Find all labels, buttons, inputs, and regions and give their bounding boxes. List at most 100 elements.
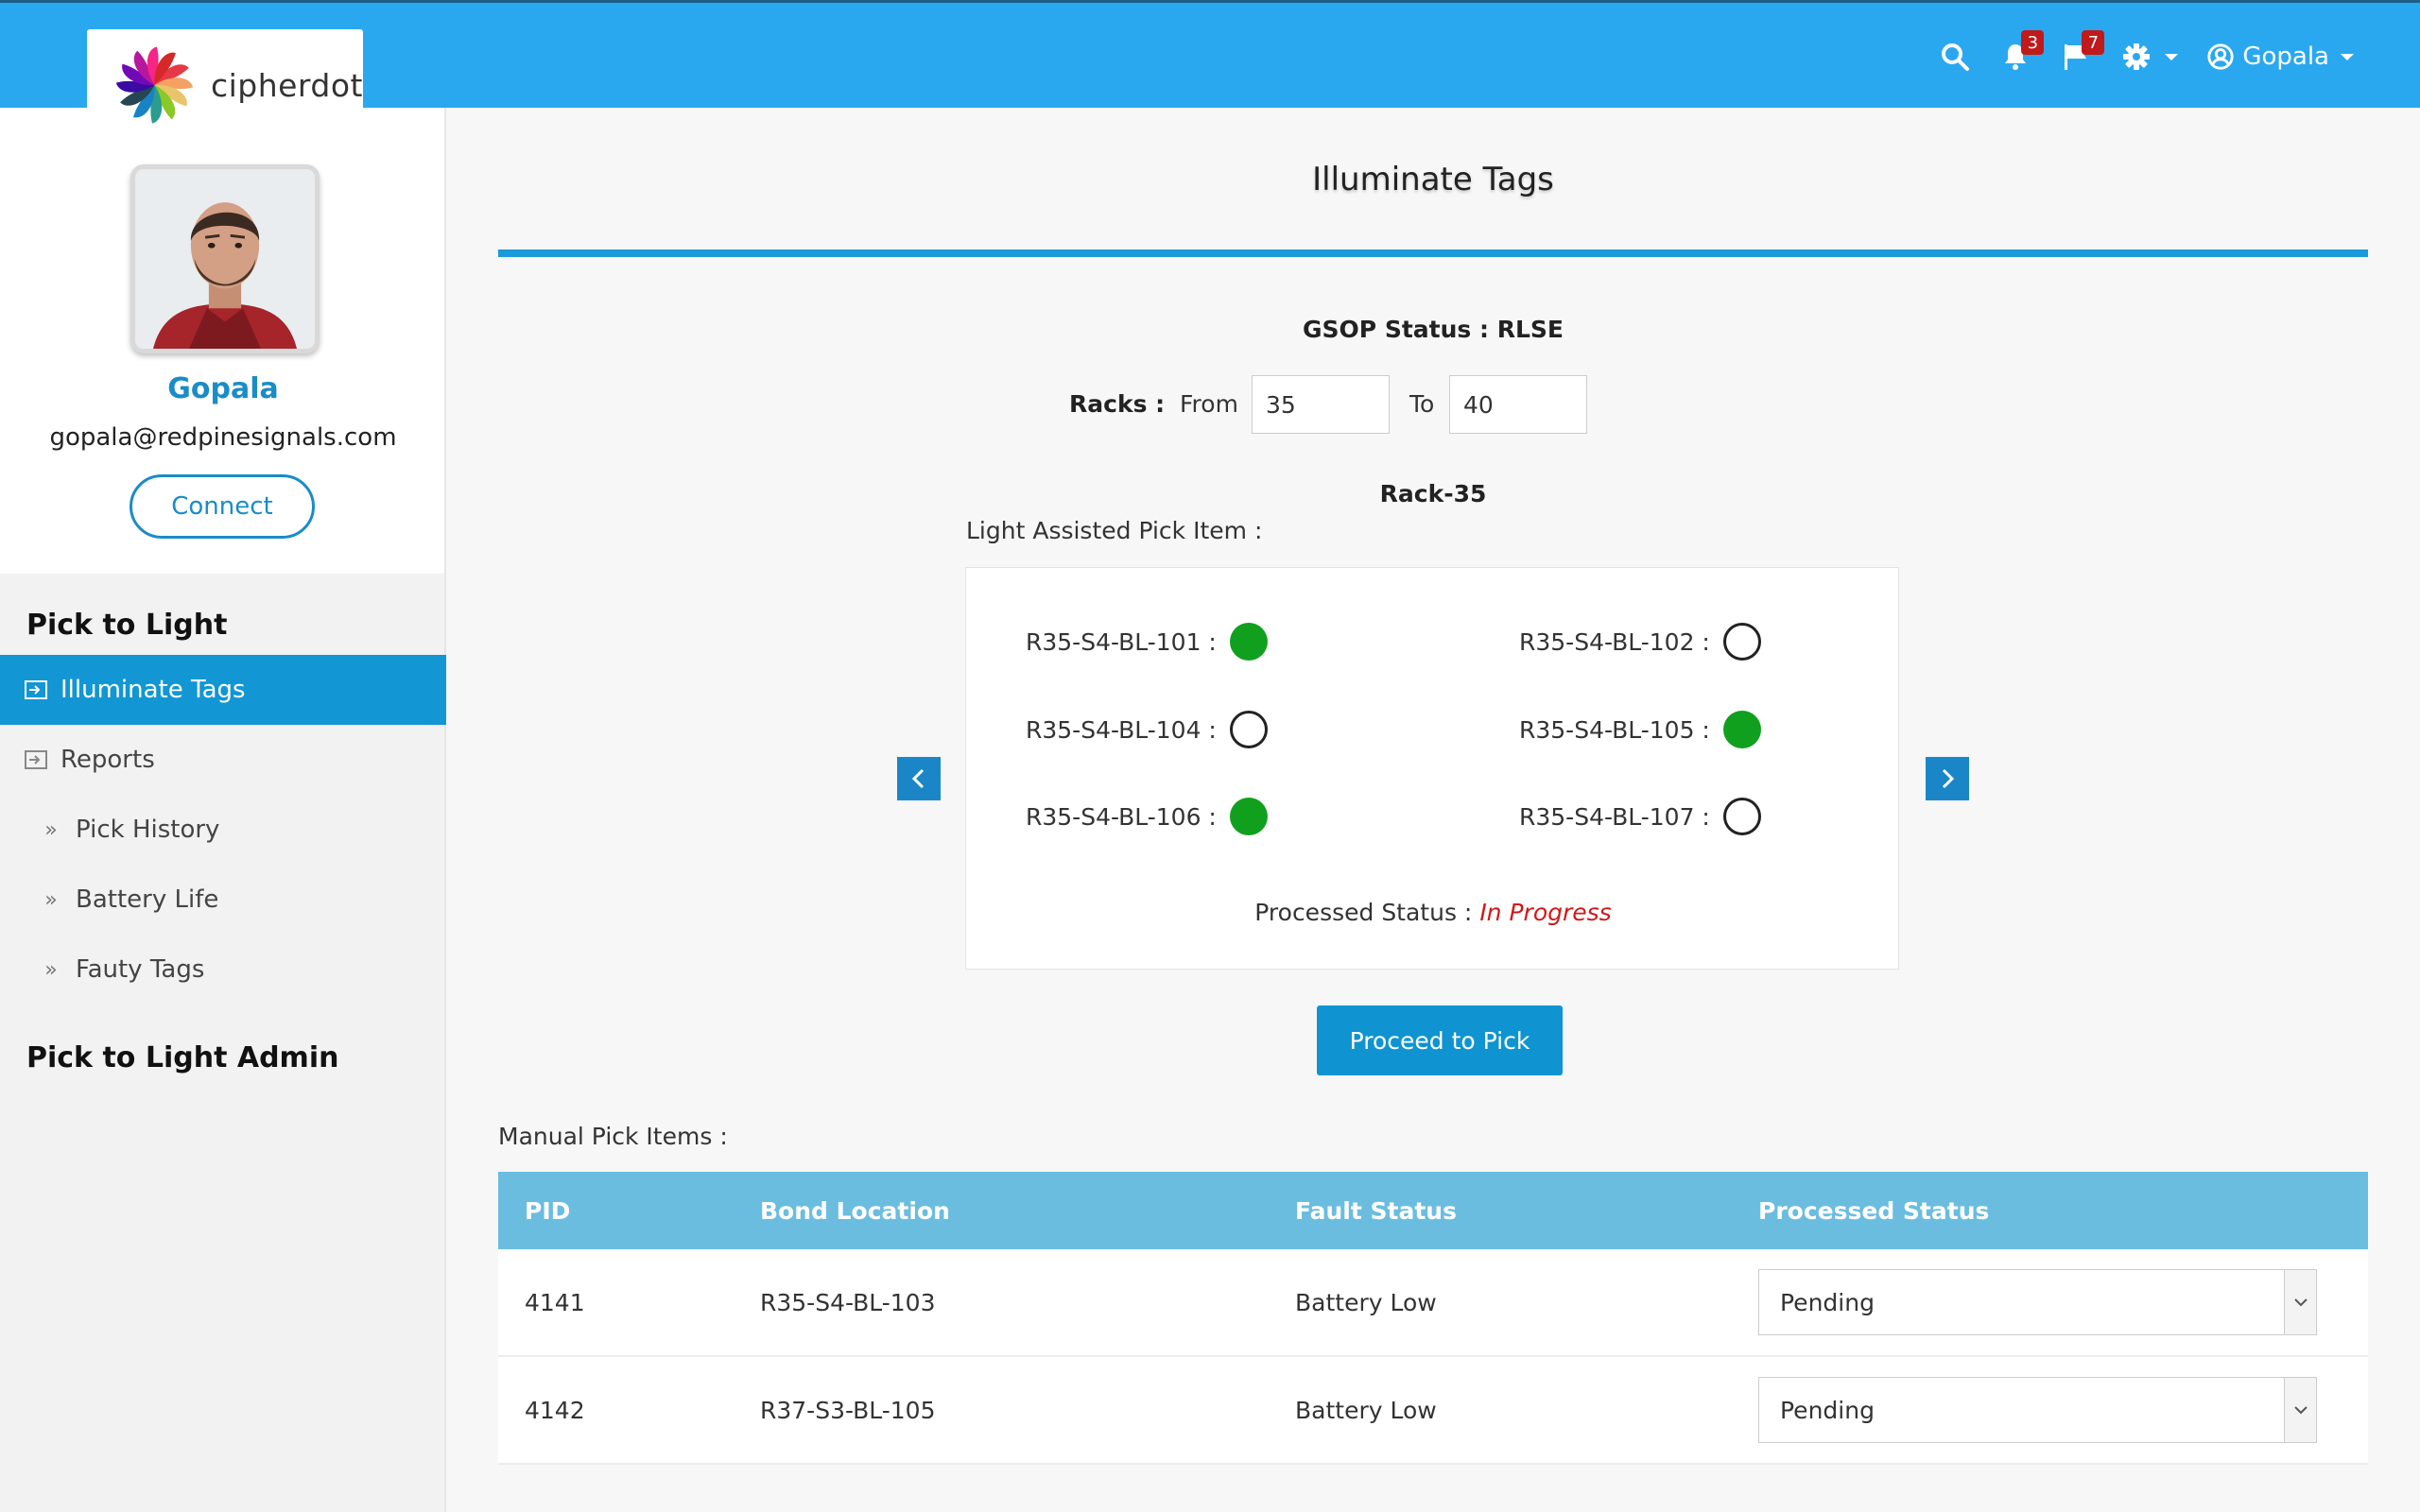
profile-name: Gopala bbox=[167, 372, 279, 405]
tag-item: R35-S4-BL-101 : bbox=[1026, 623, 1268, 661]
search-icon[interactable] bbox=[1940, 42, 1970, 72]
tag-lit-indicator bbox=[1229, 623, 1268, 661]
section-title-pick-to-light-admin: Pick to Light Admin bbox=[26, 1041, 339, 1074]
cell-pid: 4142 bbox=[525, 1396, 585, 1424]
chevron-down-icon bbox=[2341, 53, 2354, 60]
sidebar-item-fauty-tags[interactable]: » Fauty Tags bbox=[0, 935, 446, 1005]
enter-icon bbox=[25, 750, 47, 769]
double-chevron-icon: » bbox=[44, 817, 58, 842]
tag-label: R35-S4-BL-107 : bbox=[1519, 802, 1710, 831]
tag-lit-indicator bbox=[1229, 798, 1268, 835]
sidebar-item-label: Pick History bbox=[76, 816, 220, 844]
proceed-to-pick-button[interactable]: Proceed to Pick bbox=[1317, 1005, 1563, 1075]
connect-button[interactable]: Connect bbox=[130, 474, 315, 539]
sidebar-item-label: Fauty Tags bbox=[76, 955, 205, 984]
column-header-pid: PID bbox=[525, 1196, 571, 1225]
main-content: Illuminate Tags GSOP Status : RLSE Racks… bbox=[498, 108, 2368, 1512]
tag-item: R35-S4-BL-105 : bbox=[1519, 711, 1761, 748]
tag-item: R35-S4-BL-107 : bbox=[1519, 798, 1761, 835]
enter-icon bbox=[25, 680, 47, 699]
top-navbar: 3 7 Gopala bbox=[0, 0, 2420, 108]
cell-processed-status: Pending bbox=[1758, 1377, 2368, 1443]
user-menu[interactable]: Gopala bbox=[2206, 43, 2354, 71]
cell-processed-status: Pending bbox=[1758, 1269, 2368, 1335]
top-icons: 3 7 Gopala bbox=[1940, 3, 2420, 111]
sidebar-item-illuminate-tags[interactable]: Illuminate Tags bbox=[0, 655, 446, 725]
sidebar: Gopala gopala@redpinesignals.com Connect… bbox=[0, 108, 446, 1512]
rack-name: Rack-35 bbox=[1379, 480, 1487, 507]
title-divider bbox=[498, 249, 2368, 257]
sidebar-item-label: Reports bbox=[60, 746, 155, 774]
brand-name: cipherdot bbox=[210, 66, 363, 104]
sidebar-item-label: Battery Life bbox=[76, 885, 219, 914]
sidebar-item-pick-history[interactable]: » Pick History bbox=[0, 795, 446, 865]
avatar[interactable] bbox=[130, 164, 320, 353]
tag-unlit-indicator bbox=[1722, 798, 1761, 835]
avatar-photo bbox=[135, 169, 315, 349]
racks-from-input[interactable] bbox=[1252, 375, 1390, 434]
processed-status-value: In Progress bbox=[1479, 899, 1612, 926]
column-header-fault-status: Fault Status bbox=[1295, 1196, 1457, 1225]
processed-status-select[interactable]: Pending bbox=[1758, 1269, 2317, 1335]
chevron-down-icon bbox=[2284, 1270, 2316, 1334]
settings-menu[interactable] bbox=[2121, 42, 2179, 72]
notifications-bell-icon[interactable]: 3 bbox=[2000, 30, 2045, 72]
tag-label: R35-S4-BL-104 : bbox=[1026, 715, 1217, 744]
to-label: To bbox=[1409, 390, 1435, 418]
chevron-left-icon bbox=[911, 768, 925, 789]
chevron-right-icon bbox=[1942, 768, 1955, 789]
manual-pick-items-label: Manual Pick Items : bbox=[498, 1123, 728, 1150]
user-name: Gopala bbox=[2242, 43, 2329, 71]
select-value: Pending bbox=[1780, 1396, 1875, 1424]
flag-icon[interactable]: 7 bbox=[2061, 30, 2105, 72]
tag-unlit-indicator bbox=[1722, 623, 1761, 661]
sidebar-item-reports[interactable]: Reports bbox=[0, 725, 446, 795]
cell-bond-location: R35-S4-BL-103 bbox=[760, 1288, 936, 1316]
prev-rack-button[interactable] bbox=[897, 757, 941, 800]
tag-item: R35-S4-BL-102 : bbox=[1519, 623, 1761, 661]
rack-tags-card: R35-S4-BL-101 : R35-S4-BL-102 : R35-S4-B… bbox=[965, 567, 1899, 970]
racks-range: Racks : From To bbox=[498, 375, 2368, 434]
tag-label: R35-S4-BL-105 : bbox=[1519, 715, 1710, 744]
user-circle-icon bbox=[2207, 43, 2234, 70]
table-header: PID Bond Location Fault Status Processed… bbox=[498, 1172, 2368, 1249]
sidebar-item-battery-life[interactable]: » Battery Life bbox=[0, 865, 446, 935]
manual-pick-table: PID Bond Location Fault Status Processed… bbox=[498, 1172, 2368, 1465]
processed-status: Processed Status : In Progress bbox=[966, 899, 1900, 926]
gsop-status: GSOP Status : RLSE bbox=[1303, 316, 1564, 343]
processed-status-label: Processed Status : bbox=[1254, 899, 1473, 926]
light-assisted-label: Light Assisted Pick Item : bbox=[966, 517, 1263, 544]
notifications-badge: 3 bbox=[2021, 30, 2045, 55]
racks-label: Racks : bbox=[1069, 390, 1166, 418]
tag-item: R35-S4-BL-104 : bbox=[1026, 711, 1268, 748]
column-header-processed-status: Processed Status bbox=[1758, 1196, 1990, 1225]
gear-icon bbox=[2121, 42, 2152, 72]
flags-badge: 7 bbox=[2082, 30, 2105, 55]
double-chevron-icon: » bbox=[44, 887, 58, 912]
cell-bond-location: R37-S3-BL-105 bbox=[760, 1396, 936, 1424]
tag-label: R35-S4-BL-102 : bbox=[1519, 627, 1710, 656]
chevron-down-icon bbox=[2165, 53, 2179, 60]
sidebar-item-label: Illuminate Tags bbox=[60, 676, 246, 704]
brand-logo[interactable]: cipherdot bbox=[87, 29, 363, 141]
tag-unlit-indicator bbox=[1229, 711, 1268, 748]
from-label: From bbox=[1180, 390, 1238, 418]
pinwheel-logo-icon bbox=[115, 46, 194, 124]
cell-fault-status: Battery Low bbox=[1295, 1396, 1437, 1424]
select-value: Pending bbox=[1780, 1288, 1875, 1316]
column-header-bond-location: Bond Location bbox=[760, 1196, 950, 1225]
cell-pid: 4141 bbox=[525, 1288, 585, 1316]
page-title: Illuminate Tags bbox=[1312, 161, 1554, 198]
processed-status-select[interactable]: Pending bbox=[1758, 1377, 2317, 1443]
racks-to-input[interactable] bbox=[1449, 375, 1587, 434]
table-row: 4142 R37-S3-BL-105 Battery Low Pending bbox=[498, 1357, 2368, 1465]
cell-fault-status: Battery Low bbox=[1295, 1288, 1437, 1316]
double-chevron-icon: » bbox=[44, 957, 58, 982]
table-row: 4141 R35-S4-BL-103 Battery Low Pending bbox=[498, 1249, 2368, 1357]
profile-card: Gopala gopala@redpinesignals.com Connect bbox=[0, 108, 444, 574]
chevron-down-icon bbox=[2284, 1378, 2316, 1442]
tag-label: R35-S4-BL-106 : bbox=[1026, 802, 1217, 831]
next-rack-button[interactable] bbox=[1926, 757, 1969, 800]
tag-label: R35-S4-BL-101 : bbox=[1026, 627, 1217, 656]
section-title-pick-to-light: Pick to Light bbox=[26, 609, 228, 642]
